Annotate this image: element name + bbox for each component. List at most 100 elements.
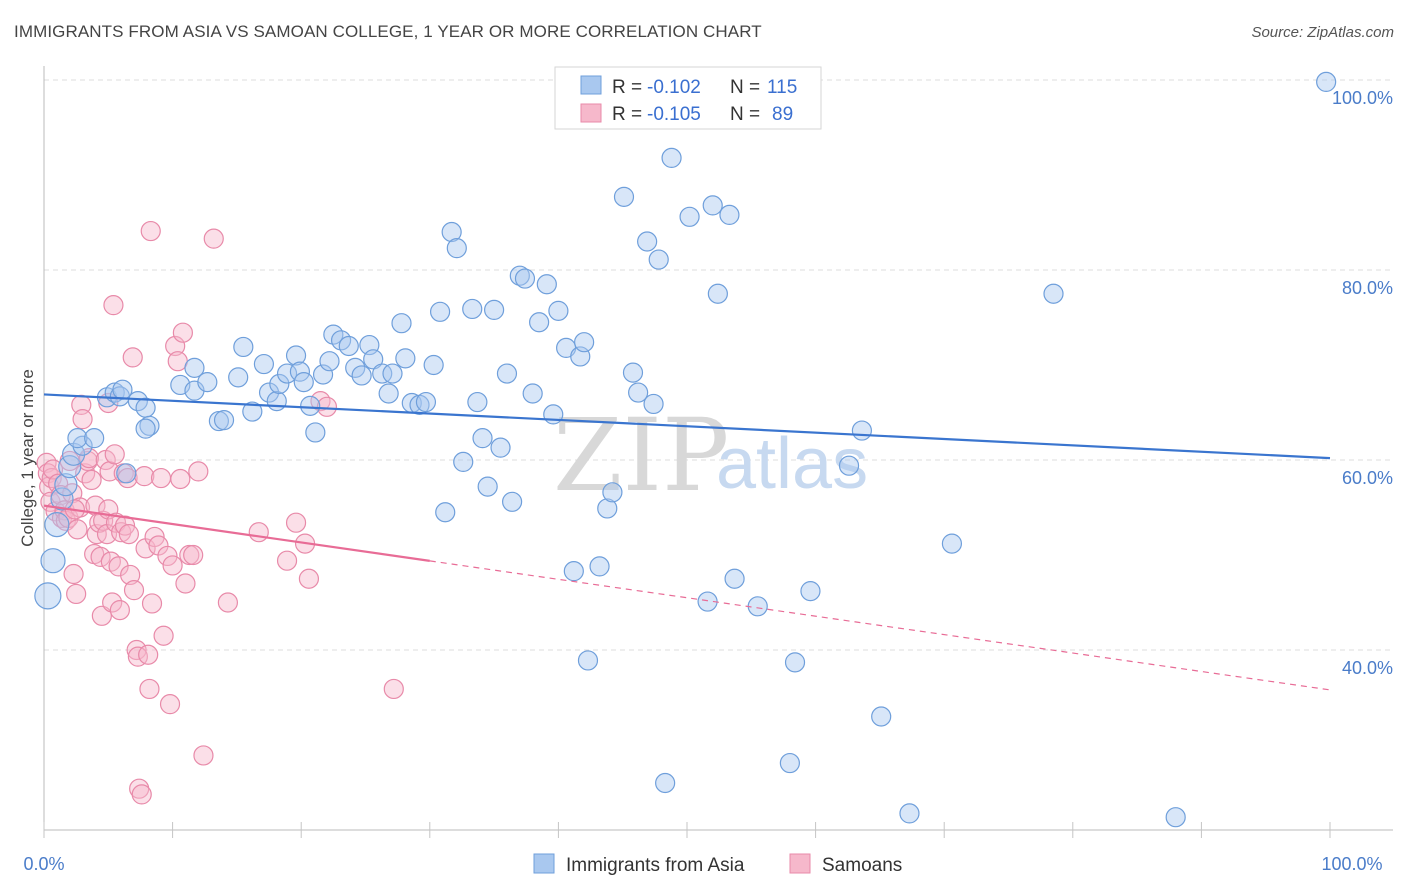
asia-point — [477, 476, 498, 497]
asia-point — [435, 502, 456, 523]
asia-point — [779, 752, 800, 774]
asia-point — [784, 652, 806, 673]
samoa-point — [67, 519, 88, 540]
samoa-point — [66, 583, 87, 605]
samoa-point — [120, 564, 141, 586]
samoa-point — [316, 396, 338, 417]
x-tick-label-left: 0.0% — [23, 854, 64, 874]
samoa-point — [126, 639, 147, 661]
asia-point — [242, 401, 263, 422]
samoa-point — [109, 599, 130, 621]
asia-point — [655, 772, 676, 794]
asia-point — [228, 367, 249, 388]
asia-point — [139, 415, 160, 436]
samoa-point — [122, 347, 143, 368]
samoa-point — [139, 678, 160, 700]
asia-point — [338, 335, 359, 357]
asia-point — [548, 300, 569, 321]
trend-lines — [43, 393, 1331, 691]
bottom-legend-swatch-samoa — [789, 853, 811, 874]
asia-point — [467, 391, 488, 413]
asia-point — [577, 650, 599, 671]
samoa-point — [193, 745, 214, 766]
y-axis-label: College, 1 year or more — [18, 369, 37, 547]
samoa-point — [72, 409, 93, 430]
asia-point — [719, 204, 740, 225]
asia-point — [589, 556, 610, 577]
asia-point — [429, 301, 451, 322]
y-tick-label: 100.0% — [1332, 88, 1393, 108]
asia-point — [305, 422, 326, 443]
samoa-point — [102, 592, 123, 613]
x-axis-ticks — [43, 822, 1331, 838]
asia-point — [574, 332, 595, 353]
asia-point — [800, 580, 821, 602]
samoa-point — [276, 550, 298, 571]
asia-point — [472, 428, 493, 449]
asia-point — [50, 487, 74, 511]
source-label: Source: ZipAtlas.com — [1251, 24, 1394, 41]
asia-point — [661, 147, 682, 168]
asia-point — [135, 418, 156, 439]
asia-point — [462, 298, 483, 320]
asia-point — [378, 383, 399, 404]
legend-n-value-asia: 115 — [767, 77, 797, 98]
legend-r-label-asia: R = — [612, 77, 642, 98]
asia-point — [643, 393, 664, 415]
asia-point — [54, 473, 78, 497]
samoa-point — [383, 678, 404, 700]
asia-point — [941, 533, 963, 554]
asia-point — [453, 451, 474, 472]
asia-point — [514, 268, 536, 289]
samoa-point — [104, 444, 125, 465]
asia-point — [372, 363, 393, 384]
asia-point — [648, 249, 669, 270]
asia-point — [285, 345, 307, 366]
asia-point — [529, 312, 550, 333]
samoa-point — [157, 545, 178, 567]
asia-point — [266, 391, 287, 412]
legend-swatch-samoa — [580, 103, 602, 123]
asia-point — [269, 373, 290, 395]
asia-point — [490, 437, 511, 458]
samoa-point — [123, 580, 145, 601]
legend-r-label-samoa: R = — [612, 104, 642, 125]
samoa-point — [170, 468, 191, 490]
asia-point — [1165, 807, 1186, 828]
asia-point — [253, 353, 275, 375]
samoa-point — [150, 467, 172, 489]
asia-point — [40, 548, 66, 574]
asia-point — [382, 363, 403, 384]
asia-point — [1043, 283, 1064, 304]
samoa-trend-line-dashed — [429, 560, 1331, 691]
asia-point — [84, 428, 105, 449]
asia-point — [423, 354, 444, 376]
asia-point — [44, 511, 70, 538]
watermark-atlas: atlas — [716, 424, 868, 504]
asia-point — [127, 391, 148, 412]
asia-point — [351, 365, 372, 386]
samoa-point — [217, 592, 238, 613]
legend-n-label-samoa: N = — [730, 104, 760, 125]
samoa-point — [91, 605, 112, 626]
asia-points — [34, 71, 1337, 828]
legend-r-value-samoa: -0.105 — [647, 104, 701, 125]
asia-point — [484, 299, 505, 320]
samoa-point — [134, 466, 155, 487]
chart-title: IMMIGRANTS FROM ASIA VS SAMOAN COLLEGE, … — [14, 22, 762, 41]
samoa-point — [203, 228, 224, 249]
bottom-legend-label-samoa: Samoans — [822, 855, 902, 876]
asia-point — [522, 383, 543, 404]
bottom-legend-label-asia: Immigrants from Asia — [566, 855, 745, 876]
samoa-point — [103, 295, 124, 316]
asia-point — [213, 410, 235, 431]
watermark-zip: ZIP — [553, 397, 729, 514]
samoa-point — [172, 322, 193, 343]
legend-n-label-asia: N = — [730, 77, 760, 98]
asia-point — [293, 372, 314, 393]
asia-point — [197, 372, 218, 393]
asia-point — [628, 382, 649, 403]
asia-point — [446, 238, 467, 259]
grid-lines — [44, 79, 1393, 651]
y-tick-label: 60.0% — [1342, 468, 1393, 488]
